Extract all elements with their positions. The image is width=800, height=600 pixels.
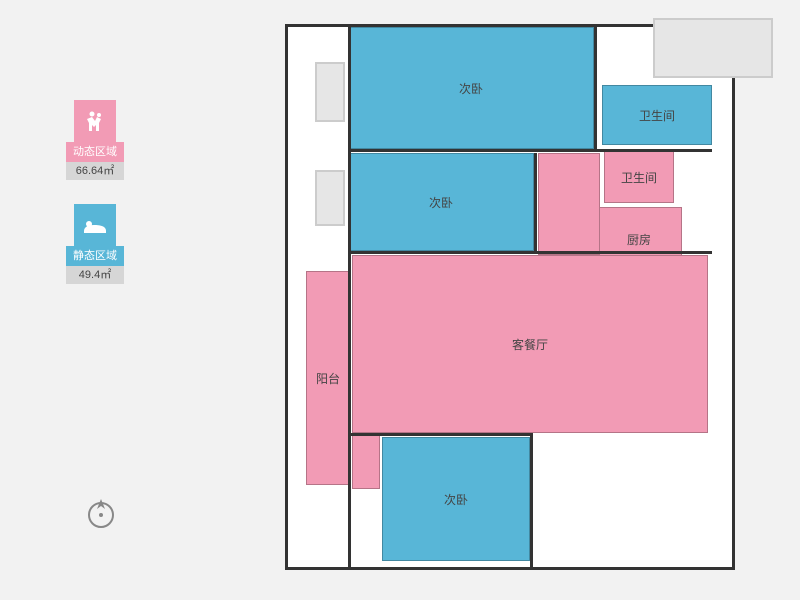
legend-panel: 动态区域 66.64㎡ 静态区域 49.4㎡ (66, 100, 124, 308)
room-bedroom2-top: 次卧 (348, 27, 594, 149)
interior-wall (594, 27, 597, 149)
room-label: 卫生间 (639, 107, 675, 124)
room-bedroom2-mid: 次卧 (348, 153, 534, 251)
room-label: 次卧 (444, 491, 468, 508)
window-ledge (315, 170, 345, 226)
room-label: 厨房 (627, 231, 651, 248)
legend-static-value: 49.4㎡ (66, 266, 124, 284)
room-label: 卫生间 (621, 169, 657, 186)
room-bathroom1: 卫生间 (602, 85, 712, 145)
room-living-bot (352, 433, 380, 489)
room-label: 客餐厅 (512, 336, 548, 353)
room-living: 客餐厅 (352, 255, 708, 433)
interior-wall (348, 251, 712, 254)
room-label: 次卧 (429, 194, 453, 211)
legend-dynamic-label: 动态区域 (66, 142, 124, 162)
room-label: 次卧 (459, 80, 483, 97)
room-bedroom2-bot: 次卧 (382, 437, 530, 561)
window-ledge (315, 62, 345, 122)
legend-static: 静态区域 49.4㎡ (66, 204, 124, 284)
people-icon (74, 100, 116, 142)
interior-wall (534, 153, 537, 253)
interior-wall (348, 433, 532, 436)
sleep-icon (74, 204, 116, 246)
room-label: 阳台 (316, 370, 340, 387)
legend-static-label: 静态区域 (66, 246, 124, 266)
compass-icon (84, 496, 118, 535)
legend-dynamic: 动态区域 66.64㎡ (66, 100, 124, 180)
interior-wall (348, 149, 712, 152)
window-ledge (653, 18, 773, 78)
legend-dynamic-value: 66.64㎡ (66, 162, 124, 180)
room-living-ext (538, 153, 600, 255)
interior-wall (530, 433, 533, 567)
room-bathroom2: 卫生间 (604, 151, 674, 203)
room-balcony: 阳台 (306, 271, 350, 485)
interior-wall (348, 27, 351, 567)
floor-plan: 次卧卫生间次卧卫生间厨房客餐厅阳台次卧 (285, 24, 735, 570)
